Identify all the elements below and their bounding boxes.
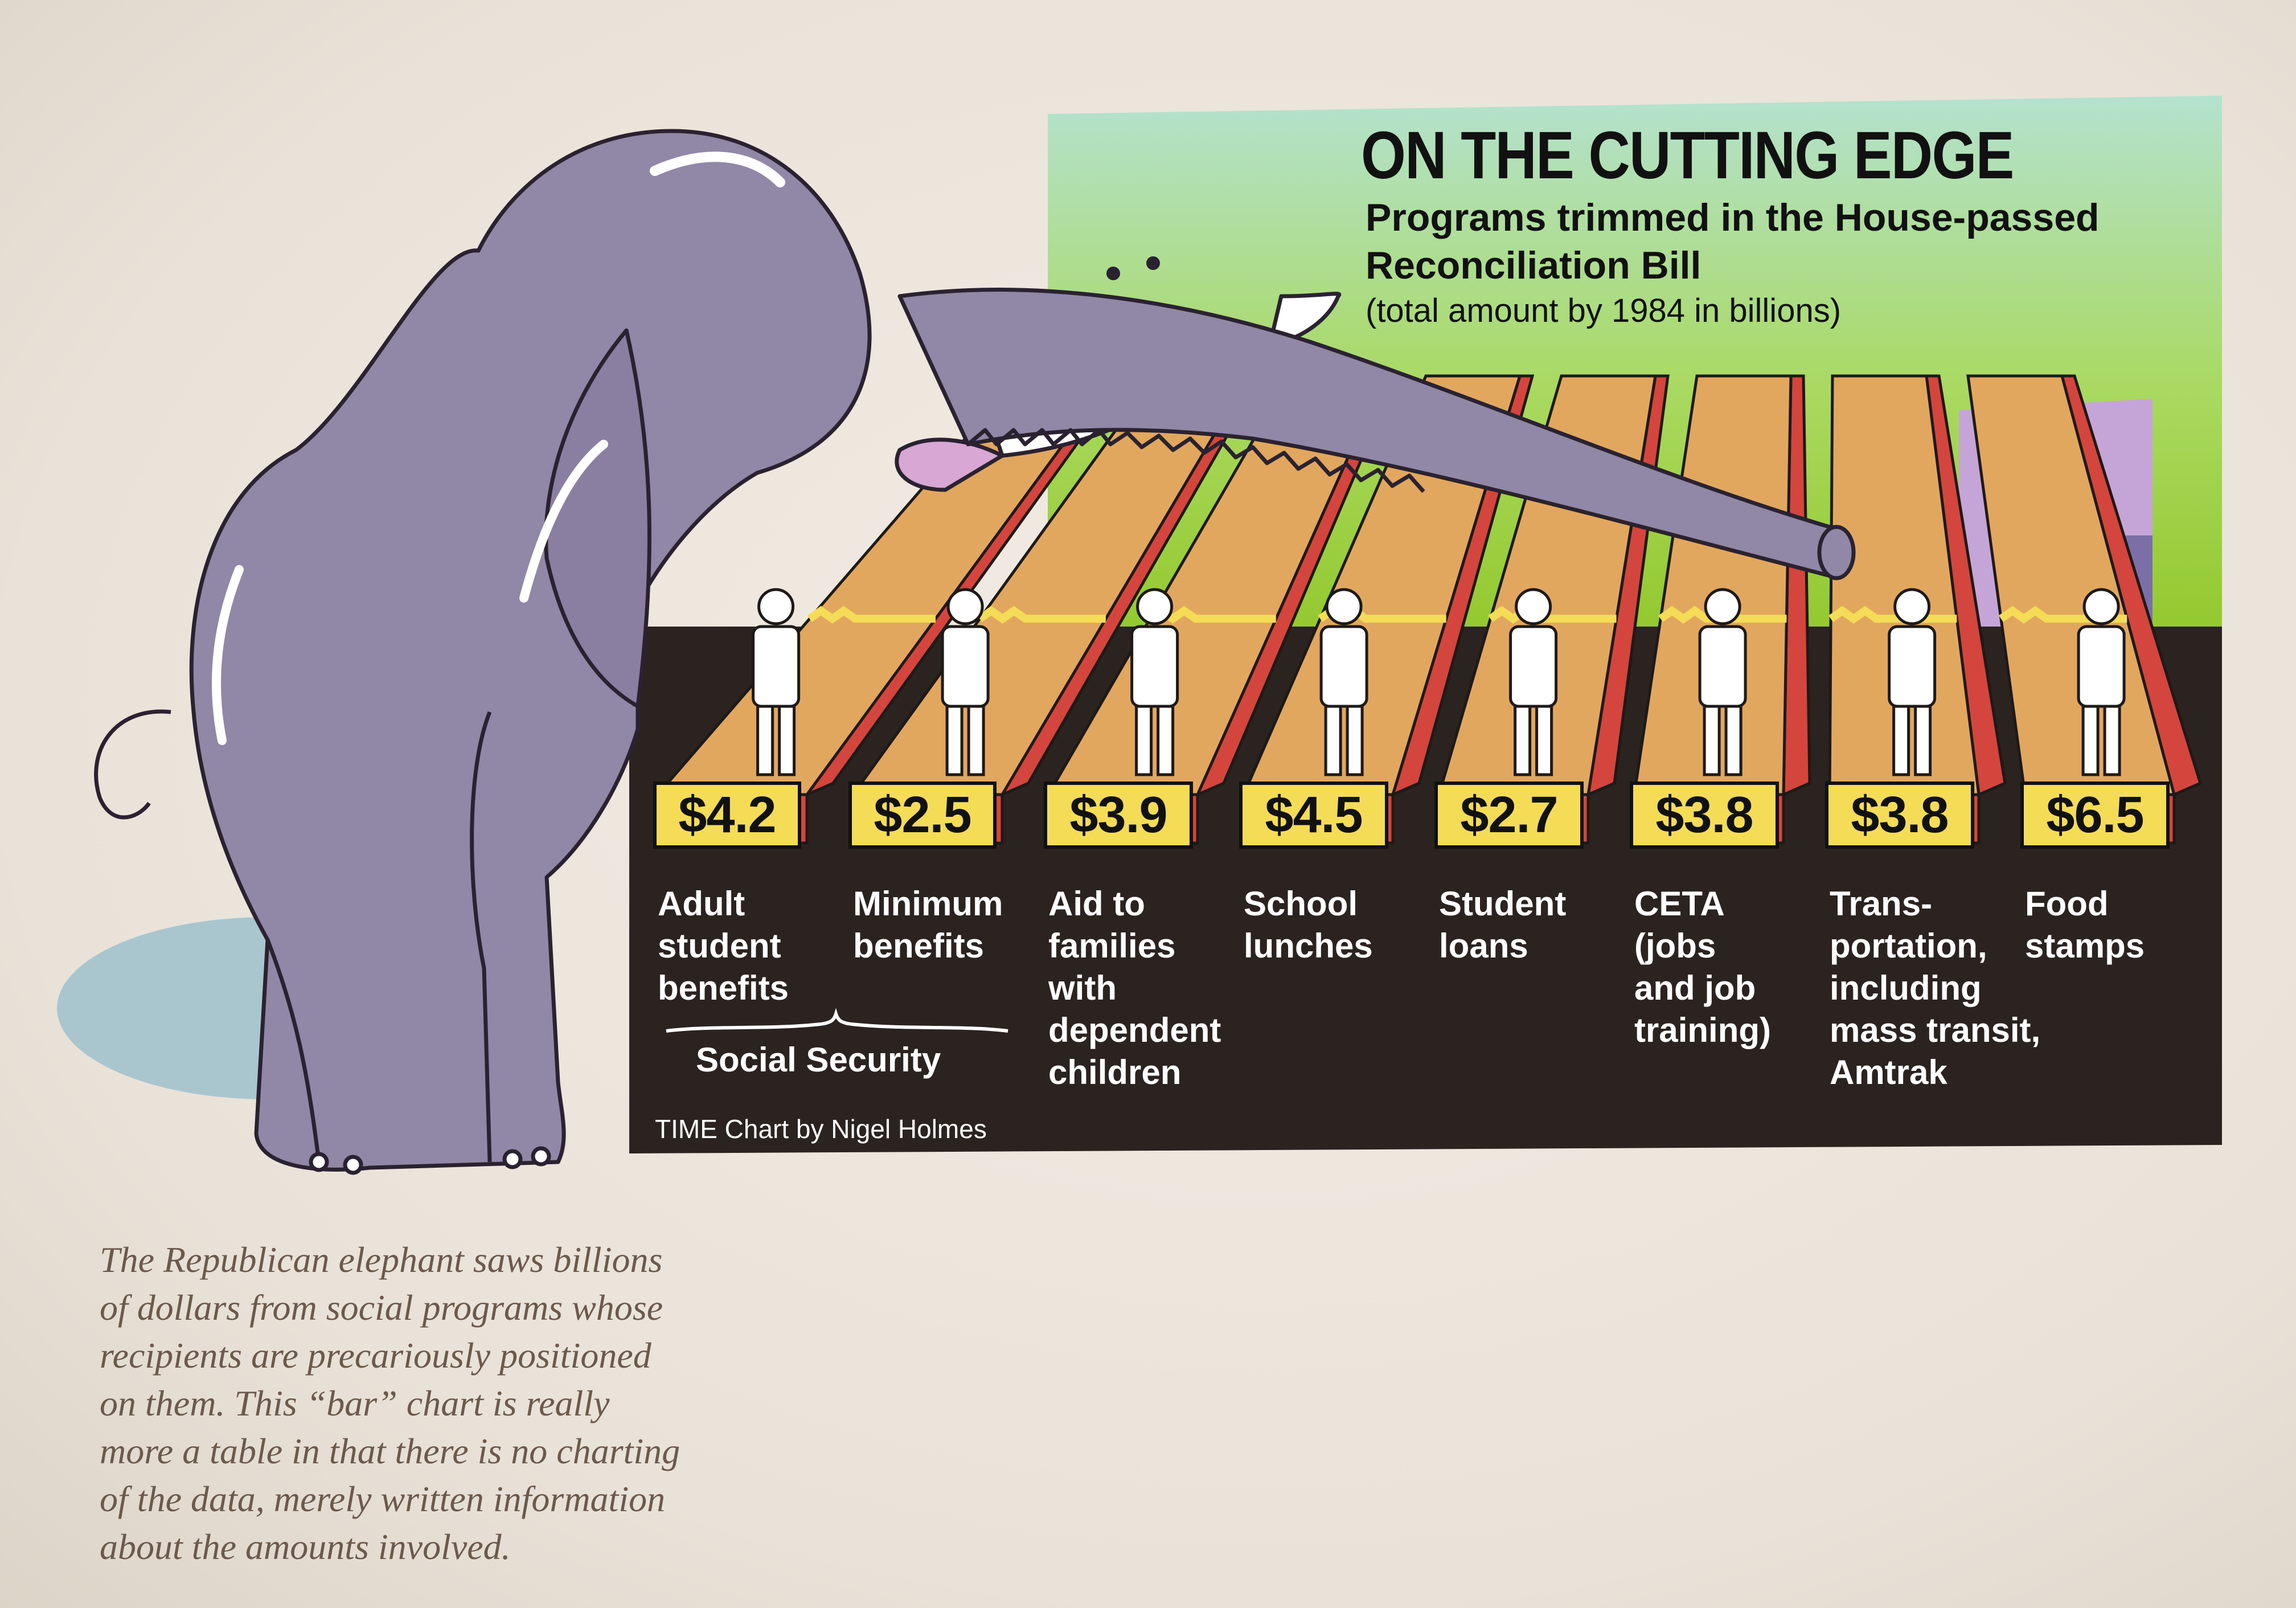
saw-cut-line xyxy=(977,605,1106,624)
elephant-back-leg xyxy=(265,939,321,1163)
elephant-body xyxy=(189,129,872,1172)
elephant-toe xyxy=(309,1152,329,1172)
value-label: $3.8 xyxy=(1825,782,1974,849)
figure-caption: The Republican elephant saws billions of… xyxy=(100,1239,680,1567)
saw-cut-line xyxy=(1828,605,1957,624)
elephant-highlight xyxy=(650,152,785,187)
chart-credit: TIME Chart by Nigel Holmes xyxy=(655,1114,987,1144)
saw-cut-line xyxy=(807,605,936,624)
category-label: School lunches xyxy=(1244,885,1373,965)
elephant-highlight-2 xyxy=(212,565,244,745)
elephant-highlight-3 xyxy=(519,440,608,603)
category-label: Aid to families with dependent children xyxy=(1048,885,1221,1091)
elephant-eye xyxy=(1106,267,1120,280)
recipient-figure xyxy=(1888,588,1937,776)
category-label: Adult student benefits xyxy=(658,885,789,1007)
chart-subtitle: Programs trimmed in the House-passed Rec… xyxy=(1366,196,2100,287)
elephant-toe xyxy=(343,1155,363,1175)
category-label: Trans- portation, including mass transit… xyxy=(1830,885,2041,1091)
saw-teeth xyxy=(966,428,1425,493)
category-label: Food stamps xyxy=(2025,885,2145,965)
category-label: Minimum benefits xyxy=(853,885,1003,965)
chart-title: ON THE CUTTING EDGE xyxy=(1361,118,2014,193)
category-label: CETA (jobs and job training) xyxy=(1634,885,1771,1049)
category-label: Student loans xyxy=(1439,885,1567,965)
saw-cut-line xyxy=(1998,605,2127,624)
elephant-eye-2 xyxy=(1146,256,1160,270)
elephant-toe xyxy=(531,1146,551,1167)
recipient-figure xyxy=(1130,588,1179,776)
elephant-toe xyxy=(502,1149,523,1169)
recipient-figures xyxy=(752,588,2126,776)
recipient-figure xyxy=(1509,588,1558,776)
recipient-figure xyxy=(1319,588,1368,776)
recipient-figure xyxy=(941,588,990,776)
value-label: $4.5 xyxy=(1239,782,1388,849)
recipient-figure xyxy=(752,588,801,776)
elephant-illustration xyxy=(94,129,1856,1175)
social-security-label: Social Security xyxy=(696,1041,941,1079)
elephant-ear xyxy=(544,328,651,709)
trunk-end xyxy=(1817,525,1856,580)
elephant-tail xyxy=(94,709,171,820)
value-label: $3.9 xyxy=(1044,782,1193,849)
value-label: $3.8 xyxy=(1630,782,1779,849)
value-label: $2.7 xyxy=(1434,782,1584,849)
value-label: $6.5 xyxy=(2020,782,2170,849)
value-label: $4.2 xyxy=(653,782,801,849)
social-security-brace xyxy=(666,1008,1008,1033)
recipient-figure xyxy=(2077,588,2126,776)
recipient-figure xyxy=(1698,588,1747,776)
value-label: $2.5 xyxy=(848,782,997,849)
elephant-front-leg xyxy=(470,711,492,1163)
unit-note: (total amount by 1984 in billions) xyxy=(1366,292,1842,329)
